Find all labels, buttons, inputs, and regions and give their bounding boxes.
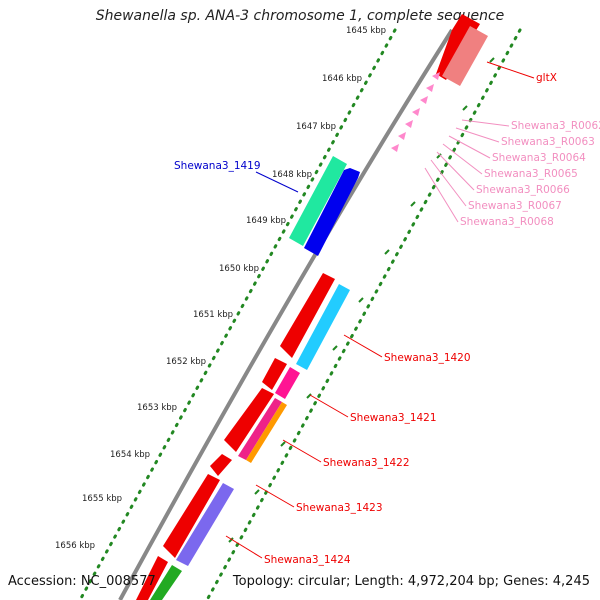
gene-bottom-arrow bbox=[136, 556, 168, 600]
ruler-label: 1646 kbp bbox=[322, 74, 362, 84]
gene-1420-feature bbox=[296, 284, 350, 370]
topology-label: Topology: circular; Length: 4,972,204 bp… bbox=[232, 574, 590, 589]
ruler-label: 1645 kbp bbox=[346, 26, 386, 36]
gene-label-gltx: gltX bbox=[536, 72, 557, 84]
ruler-label: 1654 kbp bbox=[110, 450, 150, 460]
ruler-label: 1655 kbp bbox=[82, 494, 122, 504]
ruler-label: 1652 kbp bbox=[166, 357, 206, 367]
outer-dotted-ring-left bbox=[78, 28, 397, 600]
gene-label-r0063: Shewana3_R0063 bbox=[501, 136, 595, 148]
label-connectors bbox=[225, 61, 535, 559]
gene-label-1421: Shewana3_1421 bbox=[350, 412, 437, 424]
gene-small-arrow bbox=[210, 454, 232, 476]
ruler-label: 1653 kbp bbox=[137, 403, 177, 413]
ruler-label: 1651 kbp bbox=[193, 310, 233, 320]
accession-label: Accession: NC_008577 bbox=[8, 574, 156, 589]
gene-1421-arrow bbox=[262, 358, 287, 390]
ruler-labels: 1645 kbp 1646 kbp 1647 kbp 1648 kbp 1649… bbox=[55, 26, 386, 551]
gene-1422-feature-2 bbox=[246, 402, 287, 463]
gene-label-r0062: Shewana3_R0062 bbox=[511, 120, 600, 132]
gene-label-1419: Shewana3_1419 bbox=[174, 160, 261, 172]
ruler-label: 1648 kbp bbox=[272, 170, 312, 180]
gene-1422-feature bbox=[238, 398, 282, 460]
gene-label-r0065: Shewana3_R0065 bbox=[484, 168, 578, 180]
tick-marks bbox=[228, 57, 495, 543]
gene-label-1420: Shewana3_1420 bbox=[384, 352, 471, 364]
gene-1419-arrow bbox=[304, 168, 360, 256]
gene-1420-arrow bbox=[280, 273, 335, 358]
ruler-label: 1647 kbp bbox=[296, 122, 336, 132]
gene-labels: gltX Shewana3_R0062 Shewana3_R0063 Shewa… bbox=[174, 72, 600, 566]
gene-label-1422: Shewana3_1422 bbox=[323, 457, 410, 469]
gene-1422-arrow bbox=[224, 388, 274, 452]
map-title: Shewanella sp. ANA-3 chromosome 1, compl… bbox=[95, 8, 505, 24]
ruler-label: 1650 kbp bbox=[219, 264, 259, 274]
gene-label-1424: Shewana3_1424 bbox=[264, 554, 351, 566]
ruler-label: 1656 kbp bbox=[55, 541, 95, 551]
gene-label-r0066: Shewana3_R0066 bbox=[476, 184, 570, 196]
gene-1421-feature bbox=[275, 367, 300, 399]
ruler-label: 1649 kbp bbox=[246, 216, 286, 226]
outer-dotted-ring-right bbox=[205, 28, 522, 600]
gene-gltx-feature bbox=[442, 26, 488, 86]
gene-1423-arrow bbox=[163, 474, 220, 558]
gene-label-r0064: Shewana3_R0064 bbox=[492, 152, 586, 164]
gene-label-r0067: Shewana3_R0067 bbox=[468, 200, 562, 212]
gene-bottom-feature bbox=[150, 565, 182, 600]
gene-1419-feature bbox=[289, 156, 347, 246]
rrna-arrows bbox=[391, 72, 440, 152]
gene-label-1423: Shewana3_1423 bbox=[296, 502, 383, 514]
gene-label-r0068: Shewana3_R0068 bbox=[460, 216, 554, 228]
chromosome-backbone bbox=[118, 28, 454, 600]
gene-1424-feature bbox=[176, 483, 234, 566]
